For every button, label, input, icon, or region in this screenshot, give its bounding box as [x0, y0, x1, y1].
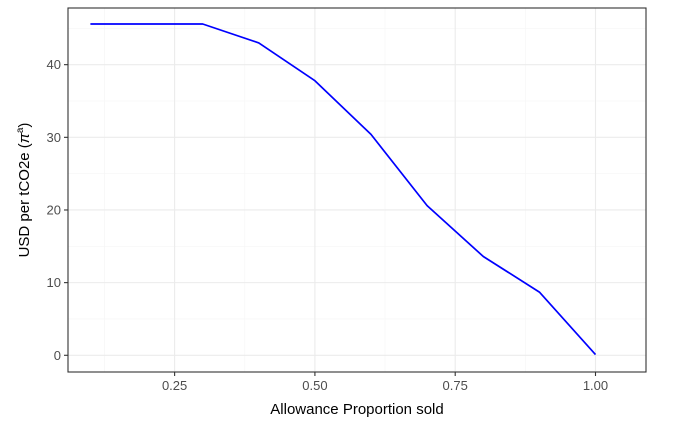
y-axis-title-symbol: π: [16, 132, 33, 143]
y-axis-title-suffix: ): [16, 123, 33, 128]
y-axis-title-prefix: USD per tCO2e (: [16, 143, 33, 257]
y-axis-title: USD per tCO2e (πa): [15, 123, 33, 258]
y-axis: 0 10 20 30 40: [47, 57, 68, 363]
y-tick-label: 40: [47, 57, 61, 72]
series-layer: [90, 23, 597, 356]
y-axis-title-superscript: a: [15, 127, 26, 133]
x-axis: 0.25 0.50 0.75 1.00: [162, 372, 608, 393]
x-tick-label: 0.75: [443, 378, 468, 393]
y-tick-label: 30: [47, 130, 61, 145]
minor-gridlines: [68, 8, 646, 372]
x-tick-label: 1.00: [583, 378, 608, 393]
x-axis-title: Allowance Proportion sold: [270, 401, 443, 418]
y-tick-label: 0: [54, 348, 61, 363]
y-tick-label: 20: [47, 202, 61, 217]
y-tick-label: 10: [47, 275, 61, 290]
x-tick-label: 0.50: [302, 378, 327, 393]
panel-border: [67, 7, 647, 373]
series-line: [90, 23, 597, 356]
major-gridlines: [68, 8, 646, 372]
x-tick-label: 0.25: [162, 378, 187, 393]
